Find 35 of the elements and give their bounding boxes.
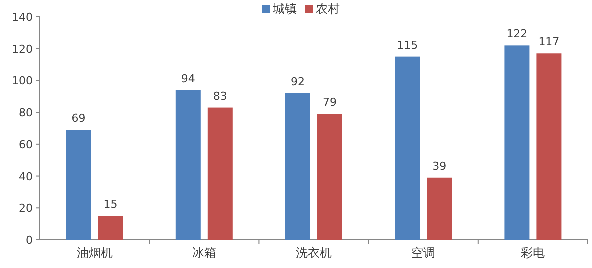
bar [427, 178, 452, 240]
bar [66, 130, 92, 240]
y-tick-label: 40 [19, 170, 33, 184]
data-label: 69 [72, 112, 86, 126]
bar [318, 114, 342, 240]
bar [98, 216, 124, 240]
bar [395, 56, 420, 240]
legend-label: 城镇 [272, 2, 297, 16]
y-tick-label: 120 [12, 42, 33, 56]
y-tick-label: 80 [19, 106, 33, 120]
x-tick-label: 空调 [412, 246, 436, 260]
x-tick-label: 冰箱 [192, 246, 216, 260]
x-tick-label: 洗衣机 [296, 246, 332, 260]
data-label: 94 [181, 72, 196, 86]
data-label: 15 [104, 198, 118, 212]
data-label: 79 [323, 96, 337, 110]
data-label: 122 [506, 28, 528, 41]
data-label: 117 [538, 36, 560, 49]
bar [208, 108, 233, 240]
bar [176, 90, 201, 240]
y-tick-label: 100 [12, 74, 33, 88]
data-label: 115 [397, 38, 418, 52]
x-tick-label: 油烟机 [76, 246, 113, 260]
y-tick-label: 20 [19, 202, 33, 216]
bar [536, 54, 562, 240]
y-tick-label: 0 [26, 234, 33, 247]
y-tick-label: 60 [19, 138, 33, 152]
bar [504, 46, 530, 240]
data-label: 39 [432, 160, 447, 173]
x-tick-label: 彩电 [521, 246, 546, 260]
y-tick-label: 140 [12, 11, 33, 24]
data-label: 92 [291, 75, 305, 88]
legend-label: 农村 [316, 2, 340, 16]
data-label: 83 [213, 90, 228, 103]
bar [286, 93, 310, 240]
